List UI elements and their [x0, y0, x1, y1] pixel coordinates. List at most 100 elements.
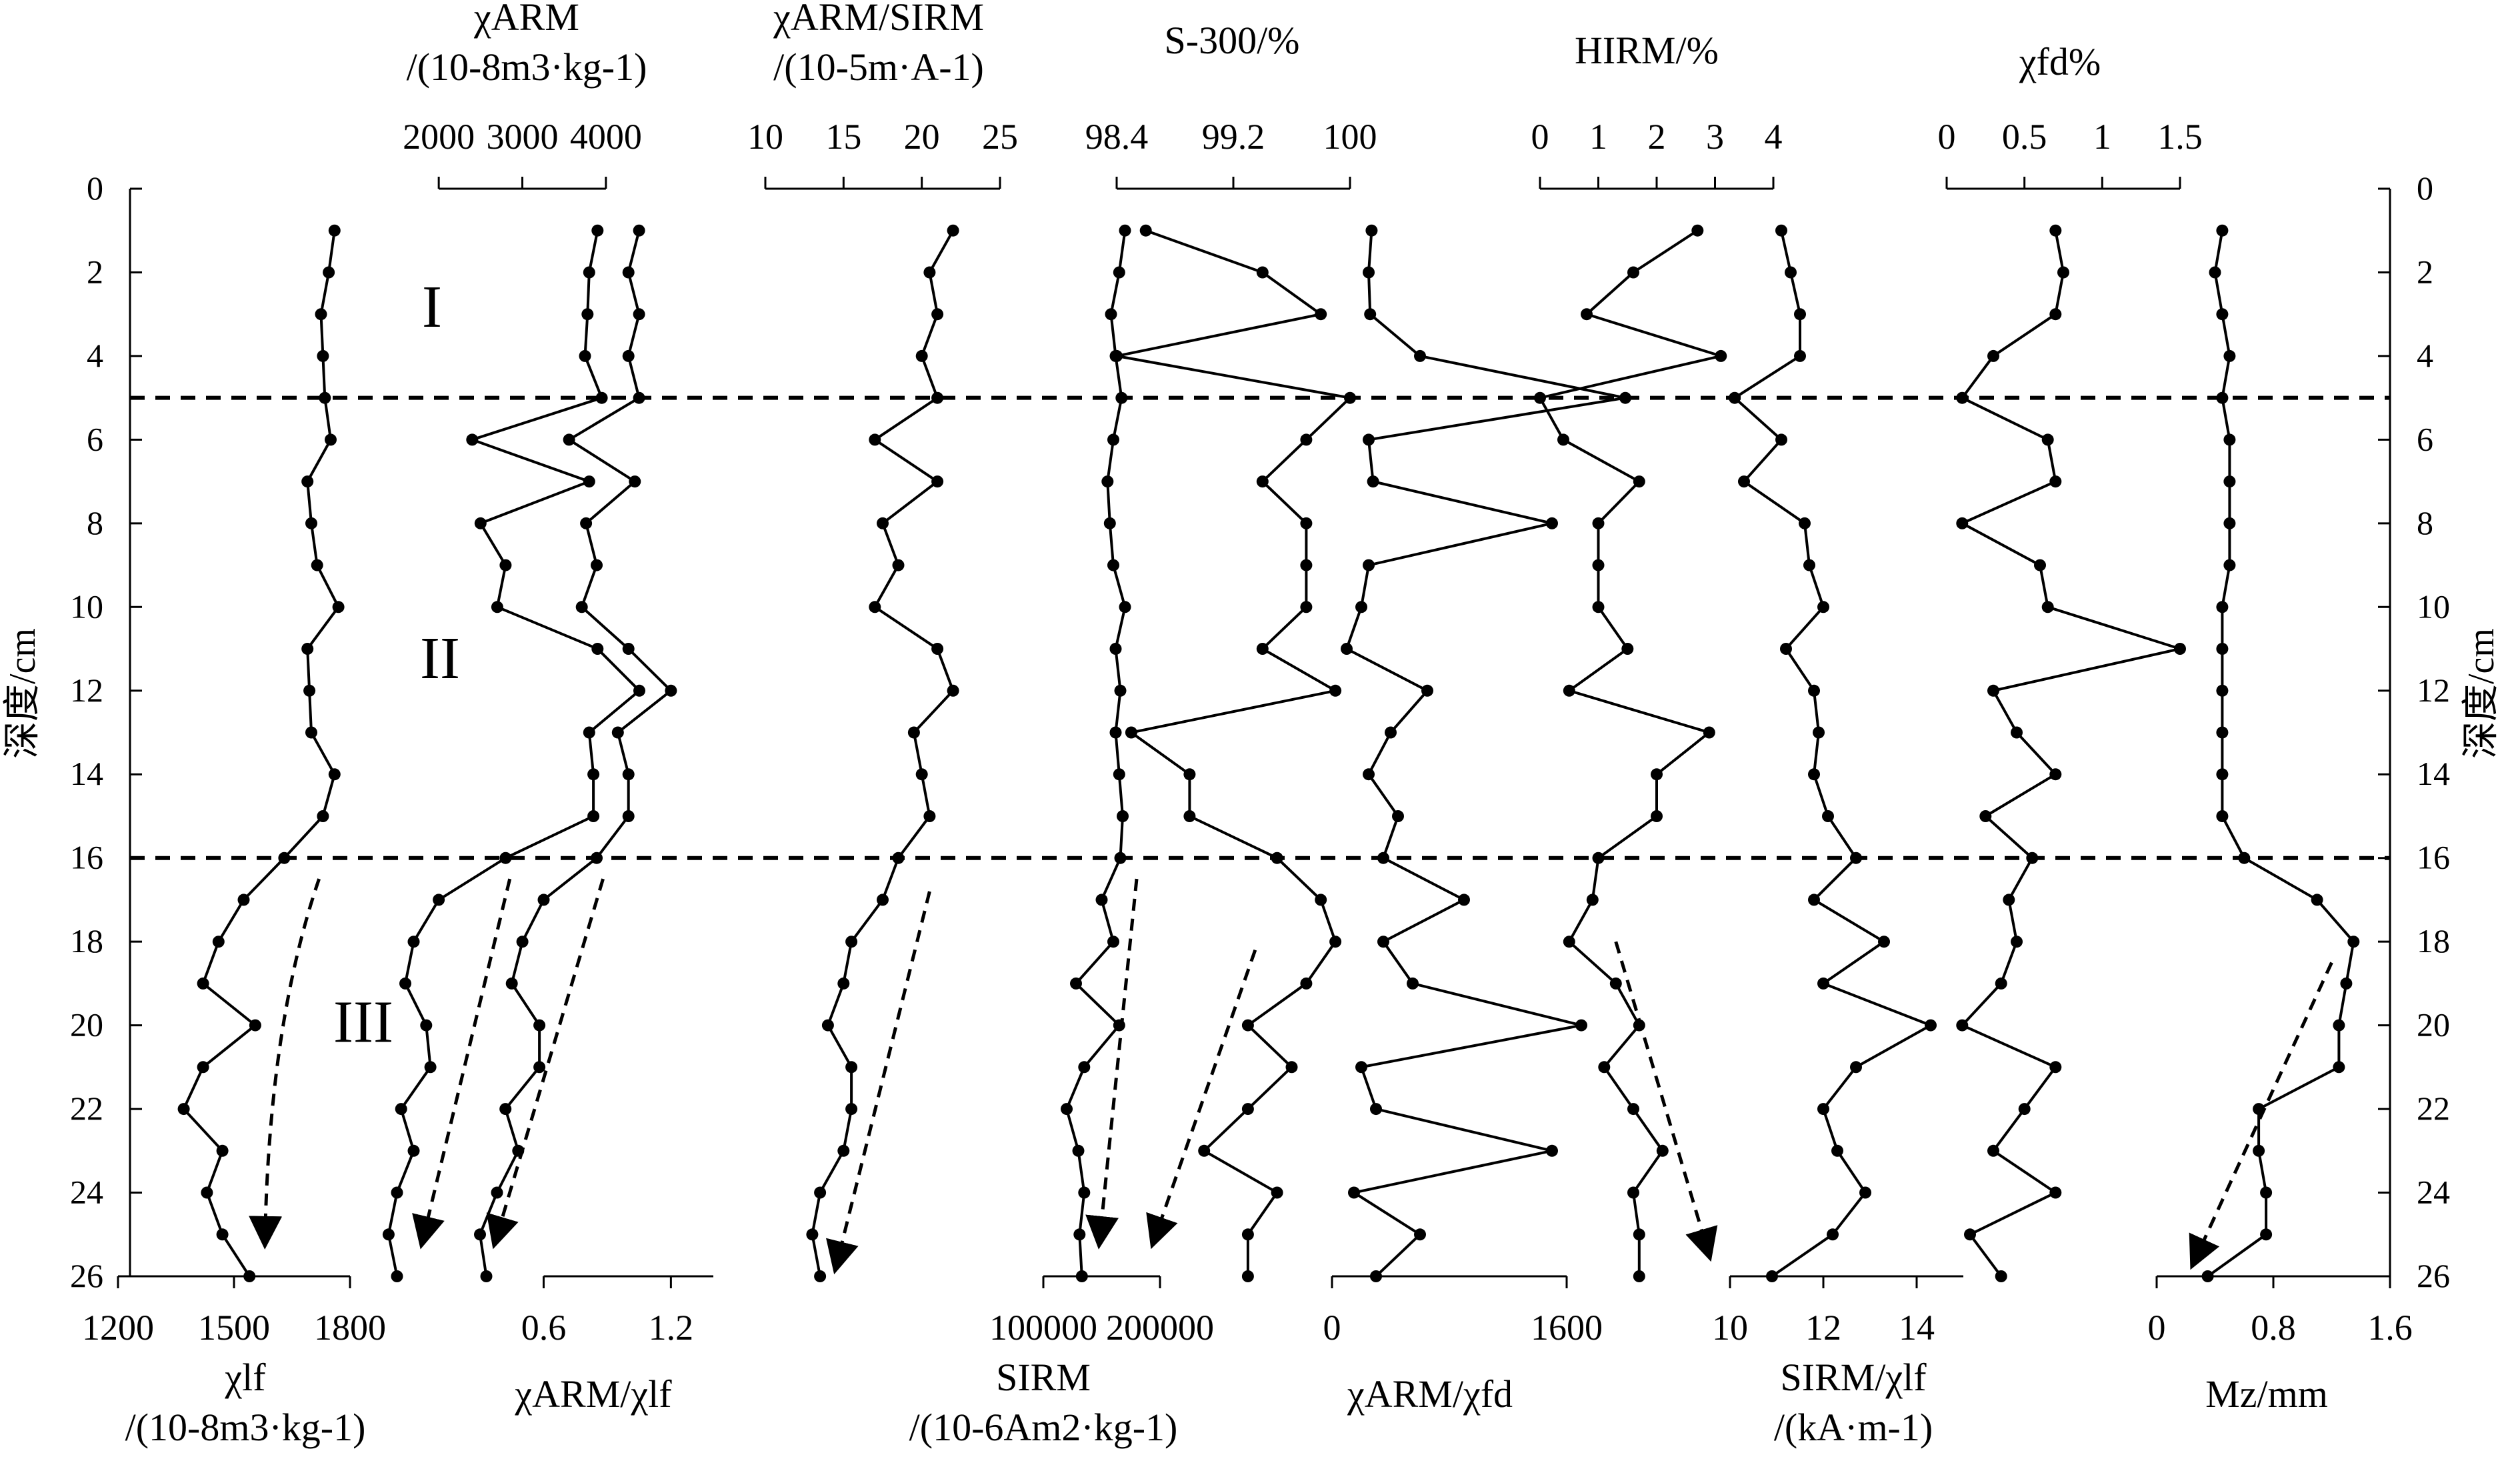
- hirm-point: [1563, 936, 1575, 948]
- chi_arm_sirm-point: [845, 1061, 858, 1074]
- s300-trend-arrow: [1146, 949, 1257, 1250]
- sirm_ratio-tick-label: 14: [1899, 1308, 1935, 1348]
- sirm_ratio-point: [1780, 643, 1792, 655]
- sirm_ratio-point: [1785, 266, 1797, 279]
- sirm-point: [1115, 391, 1128, 404]
- chi_arm-tick-label: 4000: [570, 117, 642, 157]
- sirm-point: [1113, 266, 1125, 279]
- chi_fd-point: [2011, 726, 2023, 739]
- chi_lf-point: [305, 726, 317, 739]
- chi_arm_chi_fd-point: [1458, 894, 1470, 906]
- hirm-point: [1598, 1061, 1611, 1074]
- chi_fd-point: [2041, 433, 2054, 446]
- chi_fd-point: [2003, 894, 2015, 906]
- hirm-line: [1537, 229, 1726, 1276]
- sirm_ratio-point: [1850, 852, 1862, 864]
- hirm-point: [1656, 1144, 1669, 1157]
- chi_fd-point: [2049, 1186, 2062, 1199]
- mz-point: [2223, 349, 2236, 362]
- chi_lf-point: [325, 433, 337, 446]
- s300-point: [1315, 894, 1327, 906]
- chi_arm-point: [583, 266, 595, 279]
- sirm-point: [1105, 308, 1117, 321]
- series-chi_arm_sirm: 10 15 20 25 χARM/SIRM /(10-5m·A-1): [747, 0, 1018, 1282]
- hirm-point: [1633, 475, 1645, 488]
- chi_lf-point: [303, 684, 316, 697]
- chi_arm-point: [579, 349, 591, 362]
- chi_fd-point: [1987, 349, 1999, 362]
- depth-tick-label: 12: [70, 671, 103, 709]
- chi_arm_sirm-trend-arrow: [826, 891, 931, 1275]
- chi_arm_chi_fd-point: [1421, 684, 1433, 697]
- chi_fd-point: [2049, 1061, 2062, 1074]
- chi_arm_chi_lf-axis-label: χARM/χlf: [514, 1372, 672, 1416]
- chi_arm_chi_fd-point: [1355, 1061, 1367, 1074]
- hirm-point: [1592, 517, 1605, 529]
- chi_arm_chi_fd-point: [1363, 559, 1375, 571]
- chi_arm_sirm-tick-label: 15: [825, 117, 861, 157]
- sirm-point: [1109, 643, 1122, 655]
- chi_arm_sirm-point: [837, 977, 850, 990]
- depth-tick-label: 12: [2417, 671, 2450, 709]
- mz-point: [2201, 1270, 2214, 1282]
- chi_fd-point: [2049, 224, 2062, 237]
- hirm-tick-label: 2: [1648, 117, 1666, 157]
- sirm-point: [1119, 601, 1131, 613]
- mz-point: [2333, 1061, 2345, 1074]
- chi_arm_chi_lf-point: [629, 475, 641, 488]
- chi_fd-point: [2041, 601, 2054, 613]
- chi_lf-point: [201, 1186, 213, 1199]
- chi_arm-tick-label: 3000: [487, 117, 559, 157]
- sirm-point: [1107, 559, 1119, 571]
- chi_arm-point: [587, 810, 600, 822]
- chi_arm_sirm-point: [931, 308, 944, 321]
- chi_arm_chi_lf-point: [474, 1228, 486, 1241]
- chi_arm_chi_fd-point: [1546, 1144, 1558, 1157]
- sirm_ratio-tick-label: 10: [1712, 1308, 1748, 1348]
- s300-point: [1183, 768, 1196, 781]
- chi_arm_sirm-tick-label: 20: [904, 117, 940, 157]
- chi_lf-point: [197, 977, 209, 990]
- chi_fd-point: [2018, 1103, 2031, 1116]
- mz-point: [2216, 601, 2229, 613]
- hirm-axis-label: HIRM/%: [1575, 29, 1719, 72]
- s300-point: [1300, 559, 1313, 571]
- chi_lf-point: [249, 1019, 261, 1032]
- hirm-point: [1627, 1186, 1639, 1199]
- depth-tick-label: 6: [87, 420, 103, 457]
- s300-tick-label: 98.4: [1085, 117, 1149, 157]
- chi_arm_chi_lf-point: [622, 768, 635, 781]
- chi_arm_chi_fd-point: [1348, 1186, 1360, 1199]
- s300-point: [1198, 1144, 1211, 1157]
- sirm_ratio-axis-label: SIRM/χlf: [1780, 1356, 1927, 1399]
- s300-point: [1329, 684, 1342, 697]
- sirm-point: [1072, 1144, 1085, 1157]
- s300-point: [1241, 1103, 1254, 1116]
- chi_arm-point: [499, 852, 512, 864]
- chi_arm_chi_fd-point: [1407, 977, 1419, 990]
- sirm_ratio-axis-label: /(kA·m-1): [1774, 1406, 1933, 1449]
- chi_arm_sirm-point: [837, 1144, 850, 1157]
- chi_arm_sirm-tick-label: 10: [747, 117, 783, 157]
- chi_arm_chi_lf-tick-label: 0.6: [521, 1308, 567, 1348]
- sirm-point: [1070, 977, 1082, 990]
- chi_lf-point: [315, 308, 327, 321]
- sirm_ratio-point: [1831, 1144, 1843, 1157]
- hirm-tick-label: 4: [1765, 117, 1783, 157]
- chi_arm_sirm-point: [877, 894, 889, 906]
- series-chi_lf: 1200 1500 1800 χlf /(10-8m3·kg-1): [82, 224, 386, 1449]
- mz-point: [2216, 810, 2229, 822]
- hirm-point: [1715, 349, 1727, 362]
- sirm_ratio-point: [1850, 1061, 1862, 1074]
- chi_arm_sirm-point: [947, 224, 959, 237]
- chi_lf-point: [328, 768, 341, 781]
- depth-tick-label: 10: [70, 587, 103, 625]
- s300-point: [1139, 224, 1152, 237]
- sirm_ratio-point: [1794, 308, 1806, 321]
- chi_arm_chi_lf-point: [491, 1186, 503, 1199]
- chi_fd-point: [2011, 936, 2023, 948]
- chi_arm_sirm-point: [821, 1019, 834, 1032]
- zone-label: I: [422, 274, 442, 340]
- series-chi_arm_chi_lf: 0.6 1.2 χARM/χlf: [474, 224, 713, 1416]
- chi_arm_chi_fd-point: [1546, 517, 1558, 529]
